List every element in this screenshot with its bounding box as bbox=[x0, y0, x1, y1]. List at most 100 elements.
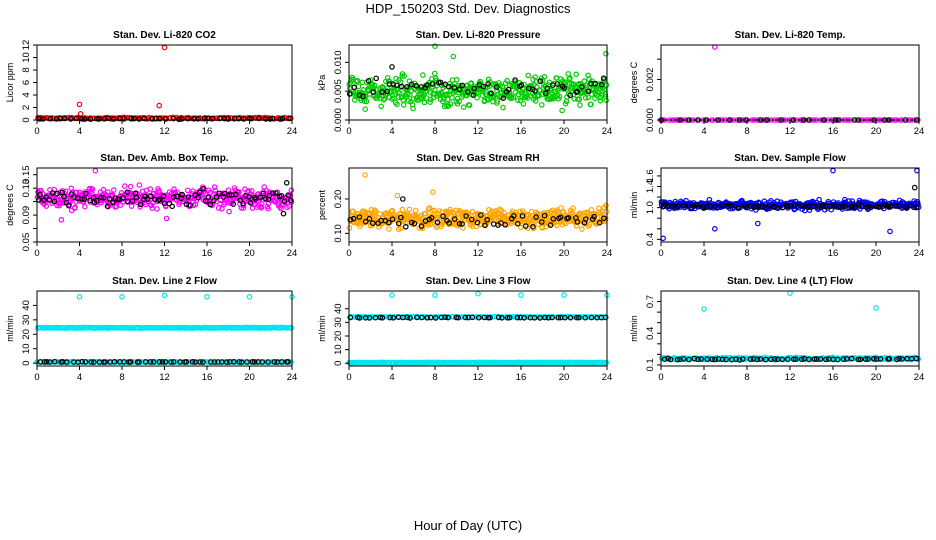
series-mean bbox=[347, 314, 609, 321]
data-point bbox=[389, 64, 395, 70]
data-point bbox=[76, 101, 83, 108]
data-point bbox=[260, 190, 267, 197]
data-point bbox=[384, 314, 391, 320]
data-point bbox=[584, 209, 591, 216]
data-point bbox=[914, 167, 920, 174]
data-point bbox=[128, 203, 135, 209]
data-point bbox=[163, 215, 170, 222]
data-point bbox=[518, 82, 525, 89]
data-point bbox=[412, 207, 419, 214]
data-point bbox=[205, 194, 212, 201]
data-point bbox=[286, 203, 292, 210]
data-point bbox=[217, 197, 224, 204]
data-point bbox=[129, 198, 136, 204]
data-point bbox=[502, 222, 508, 228]
data-point bbox=[79, 116, 85, 122]
data-point bbox=[516, 213, 523, 220]
data-point bbox=[200, 185, 207, 192]
data-point bbox=[389, 292, 395, 298]
data-point bbox=[361, 98, 368, 105]
data-point bbox=[447, 206, 454, 213]
x-tick-label: 4 bbox=[77, 126, 82, 137]
data-point bbox=[751, 204, 757, 211]
data-point bbox=[269, 115, 276, 122]
x-tick-label: 4 bbox=[77, 248, 82, 259]
data-point bbox=[398, 225, 404, 232]
data-point bbox=[846, 205, 852, 211]
data-point bbox=[451, 216, 458, 222]
data-point bbox=[505, 86, 512, 93]
data-point bbox=[136, 116, 142, 122]
data-point bbox=[430, 189, 436, 195]
data-point bbox=[493, 84, 500, 90]
data-point bbox=[592, 80, 599, 87]
data-point bbox=[354, 78, 361, 84]
data-point bbox=[141, 196, 147, 203]
x-tick-label: 4 bbox=[701, 126, 706, 137]
data-point bbox=[703, 204, 710, 211]
data-point bbox=[154, 206, 160, 212]
y-tick-label: 0.09 bbox=[21, 206, 32, 225]
panel-2: Stan. Dev. Li-820 Pressure kPa 0 4 8 12 16 20 24… bbox=[317, 30, 612, 137]
panel-title: Stan. Dev. Line 3 Flow bbox=[426, 276, 531, 287]
data-point bbox=[522, 223, 529, 229]
data-point bbox=[515, 97, 521, 104]
data-point bbox=[698, 356, 704, 362]
data-point bbox=[183, 359, 190, 365]
data-point bbox=[104, 203, 111, 210]
x-tick-label: 8 bbox=[119, 248, 124, 259]
data-point bbox=[176, 116, 182, 123]
data-point bbox=[792, 202, 799, 209]
y-tick-label: 1.6 bbox=[645, 169, 656, 182]
y-tick-label: 40 bbox=[21, 300, 32, 311]
data-point bbox=[784, 356, 791, 363]
data-point bbox=[244, 359, 250, 365]
data-point bbox=[448, 209, 454, 216]
y-tick-label: 30 bbox=[333, 317, 344, 328]
data-point bbox=[79, 196, 85, 202]
data-point bbox=[849, 203, 855, 210]
data-point bbox=[159, 359, 166, 365]
data-point bbox=[520, 101, 527, 107]
series-mean bbox=[37, 358, 291, 366]
x-tick-label: 8 bbox=[432, 248, 437, 259]
data-point bbox=[356, 214, 363, 220]
data-point bbox=[136, 182, 143, 188]
data-point bbox=[107, 202, 113, 209]
data-point bbox=[77, 111, 84, 117]
data-point bbox=[439, 98, 446, 105]
data-point bbox=[877, 356, 884, 362]
data-point bbox=[706, 196, 713, 203]
data-point bbox=[372, 208, 379, 215]
plot-frame bbox=[36, 44, 293, 121]
x-tick-label: 0 bbox=[346, 372, 351, 383]
data-point bbox=[61, 193, 67, 200]
data-point bbox=[733, 356, 739, 363]
data-point bbox=[682, 202, 688, 209]
data-point bbox=[660, 235, 666, 242]
data-point bbox=[419, 314, 425, 321]
y-tick-label: 10 bbox=[21, 52, 32, 63]
data-point bbox=[432, 87, 438, 93]
data-point bbox=[362, 172, 368, 178]
x-tick-label: 24 bbox=[914, 248, 925, 259]
data-point bbox=[873, 305, 879, 311]
data-point bbox=[288, 187, 295, 194]
data-point bbox=[487, 314, 493, 321]
y-tick-label: 0.7 bbox=[645, 295, 656, 308]
y-axis-label: degrees C bbox=[629, 61, 639, 103]
y-axis-label: kPa bbox=[317, 75, 327, 91]
data-point bbox=[407, 315, 413, 321]
data-point bbox=[378, 103, 385, 110]
data-point bbox=[557, 214, 564, 221]
data-point bbox=[124, 189, 131, 196]
data-point bbox=[806, 356, 812, 363]
y-tick-label: 0.15 bbox=[21, 165, 32, 184]
data-point bbox=[480, 83, 487, 90]
data-point bbox=[754, 356, 761, 363]
data-point bbox=[582, 314, 589, 321]
data-point bbox=[363, 98, 370, 105]
x-tick-label: 20 bbox=[871, 126, 882, 137]
data-point bbox=[370, 89, 377, 95]
